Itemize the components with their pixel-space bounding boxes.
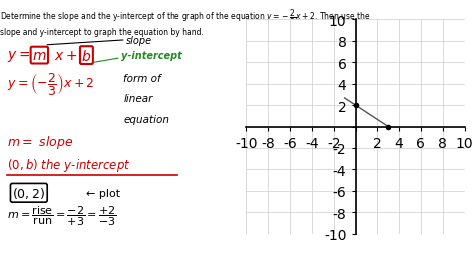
Text: $(0,b)$ the y-intercept: $(0,b)$ the y-intercept [8, 157, 131, 173]
Text: y-intercept: y-intercept [121, 51, 182, 61]
Text: $b$: $b$ [82, 49, 91, 63]
Text: $y = \left(-\dfrac{2}{3}\right)x + 2$: $y = \left(-\dfrac{2}{3}\right)x + 2$ [8, 71, 95, 97]
Text: equation: equation [123, 114, 169, 124]
Text: form of: form of [123, 74, 161, 84]
Text: slope and y-intercept to graph the equation by hand.: slope and y-intercept to graph the equat… [0, 28, 204, 37]
Text: $m$: $m$ [32, 49, 46, 63]
Text: linear: linear [123, 94, 153, 104]
Text: ← plot: ← plot [86, 188, 120, 198]
Text: slope: slope [126, 36, 152, 46]
Text: $x+$: $x+$ [54, 49, 78, 63]
Text: $m = \dfrac{\mathrm{rise}}{\mathrm{run}} = \dfrac{-2}{+3} = \dfrac{+2}{-3}$: $m = \dfrac{\mathrm{rise}}{\mathrm{run}}… [8, 204, 117, 228]
Text: $y=$: $y=$ [8, 49, 31, 63]
Text: Determine the slope and the y-intercept of the graph of the equation $y = -\dfra: Determine the slope and the y-intercept … [0, 8, 371, 28]
Text: $m=$ slope: $m=$ slope [8, 134, 73, 151]
Text: $(0,2)$: $(0,2)$ [12, 186, 46, 200]
